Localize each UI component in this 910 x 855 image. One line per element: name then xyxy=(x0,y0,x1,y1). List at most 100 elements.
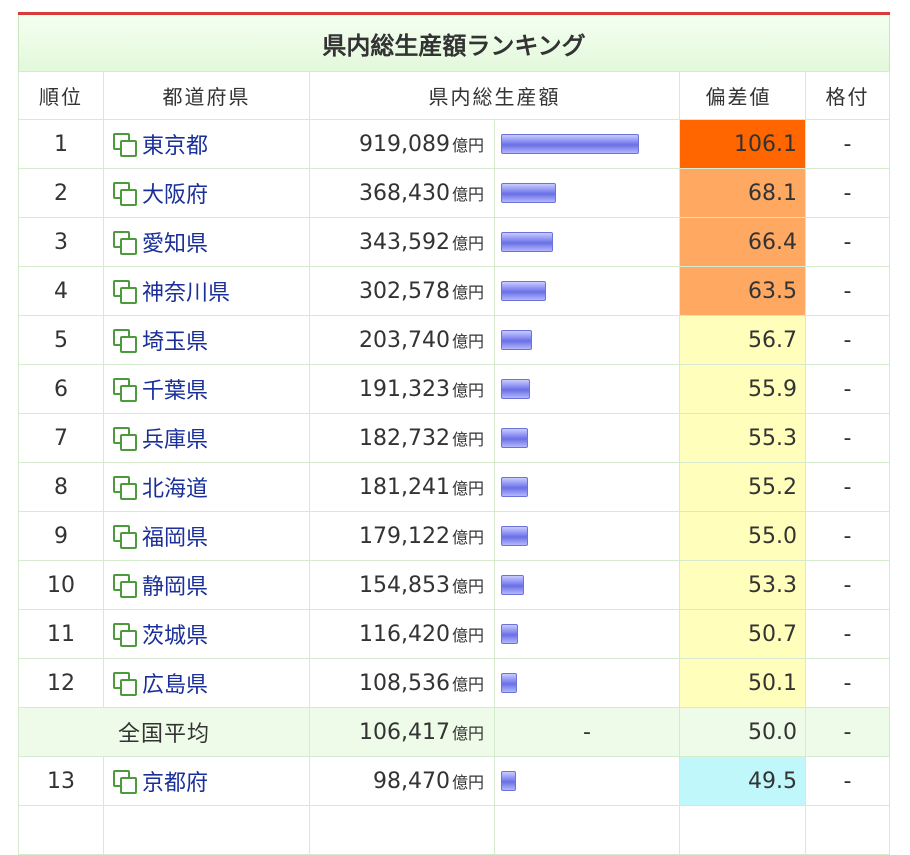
rank-cell: 7 xyxy=(18,413,104,463)
prefecture-link[interactable]: 愛知県 xyxy=(142,232,209,257)
deviation-cell: 50.1 xyxy=(679,658,806,708)
value-number: 302,578 xyxy=(359,278,450,304)
table-row: 13 京都府 98,470 億円 49.5- xyxy=(18,756,890,806)
value-number: 98,470 xyxy=(373,768,450,794)
copy-squares-icon[interactable] xyxy=(112,377,137,402)
value-cell: 179,122 億円 xyxy=(309,511,495,561)
value-bar xyxy=(501,673,517,693)
prefecture-link[interactable]: 静岡県 xyxy=(142,575,209,600)
prefecture-cell: 広島県 xyxy=(103,658,310,708)
deviation-cell: 68.1 xyxy=(679,168,806,218)
value-unit: 億円 xyxy=(451,282,484,302)
average-grade: - xyxy=(805,707,890,757)
table-row: 3 愛知県 343,592 億円 66.4- xyxy=(18,217,890,267)
value-unit: 億円 xyxy=(451,576,484,596)
header-prefecture[interactable]: 都道府県 xyxy=(103,71,310,120)
copy-squares-icon[interactable] xyxy=(112,426,137,451)
average-deviation: 50.0 xyxy=(679,707,806,757)
copy-squares-icon[interactable] xyxy=(112,181,137,206)
bar-cell xyxy=(494,658,680,708)
deviation-cell: 55.0 xyxy=(679,511,806,561)
prefecture-link[interactable]: 兵庫県 xyxy=(142,428,209,453)
table-row: 4 神奈川県 302,578 億円 63.5- xyxy=(18,266,890,316)
prefecture-cell: 東京都 xyxy=(103,119,310,169)
value-bar xyxy=(501,477,528,497)
header-value[interactable]: 県内総生産額 xyxy=(309,71,680,120)
copy-squares-icon[interactable] xyxy=(112,769,137,794)
prefecture-link[interactable]: 広島県 xyxy=(142,673,209,698)
value-cell: 302,578 億円 xyxy=(309,266,495,316)
copy-squares-icon[interactable] xyxy=(112,573,137,598)
value-bar xyxy=(501,624,518,644)
bar-cell xyxy=(494,315,680,365)
rank-cell: 6 xyxy=(18,364,104,414)
value-unit: 億円 xyxy=(451,723,484,743)
value-bar xyxy=(501,575,524,595)
grade-cell: - xyxy=(805,609,890,659)
table-row: 9 福岡県 179,122 億円 55.0- xyxy=(18,511,890,561)
copy-squares-icon[interactable] xyxy=(112,475,137,500)
deviation-cell: 55.3 xyxy=(679,413,806,463)
copy-squares-icon[interactable] xyxy=(112,279,137,304)
grade-cell: - xyxy=(805,315,890,365)
copy-squares-icon[interactable] xyxy=(112,524,137,549)
copy-squares-icon[interactable] xyxy=(112,230,137,255)
value-number: 368,430 xyxy=(359,180,450,206)
prefecture-cell: 静岡県 xyxy=(103,560,310,610)
prefecture-link[interactable]: 神奈川県 xyxy=(142,281,231,306)
value-number: 154,853 xyxy=(359,572,450,598)
top-accent-line xyxy=(18,12,890,15)
header-rank[interactable]: 順位 xyxy=(18,71,104,120)
grade-cell: - xyxy=(805,756,890,806)
value-number: 191,323 xyxy=(359,376,450,402)
value-cell: 368,430 億円 xyxy=(309,168,495,218)
value-number: 919,089 xyxy=(359,131,450,157)
value-number: 116,420 xyxy=(359,621,450,647)
prefecture-link[interactable]: 千葉県 xyxy=(142,379,209,404)
ranking-panel: 県内総生産額ランキング 順位 都道府県 県内総生産額 偏差値 格付 1 東京都 91… xyxy=(18,12,890,855)
bar-cell xyxy=(494,217,680,267)
prefecture-link[interactable]: 福岡県 xyxy=(142,526,209,551)
table-row: 5 埼玉県 203,740 億円 56.7- xyxy=(18,315,890,365)
prefecture-cell: 埼玉県 xyxy=(103,315,310,365)
header-grade[interactable]: 格付 xyxy=(805,71,890,120)
grade-cell: - xyxy=(805,168,890,218)
copy-squares-icon[interactable] xyxy=(112,622,137,647)
table-row: 2 大阪府 368,430 億円 68.1- xyxy=(18,168,890,218)
deviation-cell: 55.9 xyxy=(679,364,806,414)
prefecture-link[interactable]: 京都府 xyxy=(142,771,209,796)
header-deviation[interactable]: 偏差値 xyxy=(679,71,806,120)
bar-cell xyxy=(494,413,680,463)
table-row: 1 東京都 919,089 億円 106.1- xyxy=(18,119,890,169)
table-row: 12 広島県 108,536 億円 50.1- xyxy=(18,658,890,708)
bar-cell xyxy=(494,462,680,512)
deviation-cell: 50.7 xyxy=(679,609,806,659)
rank-cell: 12 xyxy=(18,658,104,708)
bar-cell xyxy=(494,168,680,218)
copy-squares-icon[interactable] xyxy=(112,671,137,696)
value-number: 108,536 xyxy=(359,670,450,696)
value-cell: 98,470 億円 xyxy=(309,756,495,806)
average-row: 全国平均 106,417 億円 -50.0- xyxy=(18,707,890,757)
bar-cell xyxy=(494,511,680,561)
deviation-cell: 53.3 xyxy=(679,560,806,610)
ranking-body: 1 東京都 919,089 億円 106.1-2 大阪府 368,430 億円 68.1-3 愛知… xyxy=(18,119,890,855)
prefecture-link[interactable]: 茨城県 xyxy=(142,624,209,649)
table-row: 8 北海道 181,241 億円 55.2- xyxy=(18,462,890,512)
copy-squares-icon[interactable] xyxy=(112,132,137,157)
prefecture-link[interactable]: 東京都 xyxy=(142,134,209,159)
rank-cell: 1 xyxy=(18,119,104,169)
prefecture-link[interactable]: 北海道 xyxy=(142,477,209,502)
value-bar xyxy=(501,330,532,350)
deviation-cell: 49.5 xyxy=(679,756,806,806)
value-number: 182,732 xyxy=(359,425,450,451)
table-row: 7 兵庫県 182,732 億円 55.3- xyxy=(18,413,890,463)
prefecture-link[interactable]: 埼玉県 xyxy=(142,330,209,355)
prefecture-link[interactable]: 大阪府 xyxy=(142,183,209,208)
copy-squares-icon[interactable] xyxy=(112,328,137,353)
deviation-cell: 56.7 xyxy=(679,315,806,365)
bar-cell xyxy=(494,560,680,610)
grade-cell: - xyxy=(805,413,890,463)
table-row: 6 千葉県 191,323 億円 55.9- xyxy=(18,364,890,414)
deviation-cell: 106.1 xyxy=(679,119,806,169)
